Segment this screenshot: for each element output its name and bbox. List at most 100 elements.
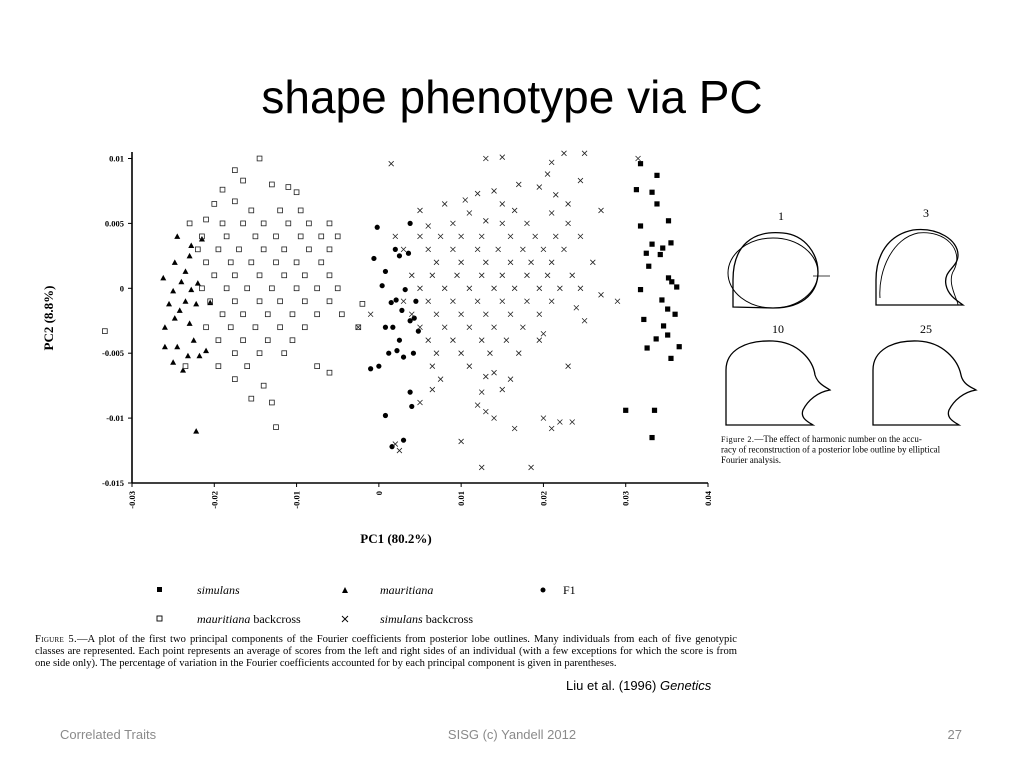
point-mauritiana-backcross: [252, 324, 259, 331]
point-simulans-backcross: [491, 324, 497, 331]
point-simulans-backcross: [491, 188, 497, 194]
point-mauritiana-backcross: [285, 184, 292, 190]
point-simulans-backcross: [511, 207, 518, 214]
point-mauritiana: [194, 280, 201, 286]
point-simulans-backcross: [458, 233, 464, 240]
point-mauritiana-backcross: [334, 285, 341, 292]
citation-authors: Liu et al. (1996): [566, 678, 657, 693]
point-mauritiana-backcross: [199, 233, 205, 240]
point-mauritiana-backcross: [232, 376, 238, 382]
y-tick-label: -0.005: [102, 348, 124, 358]
citation: Liu et al. (1996) Genetics: [566, 678, 711, 693]
point-simulans-backcross: [511, 285, 518, 292]
point-simulans: [672, 311, 678, 317]
point-simulans-backcross: [561, 150, 567, 157]
point-simulans-backcross: [417, 324, 423, 331]
point-f1: [382, 324, 389, 330]
point-f1: [382, 412, 389, 419]
point-f1: [392, 246, 398, 252]
point-f1: [379, 283, 385, 289]
point-simulans-backcross: [433, 311, 440, 318]
point-mauritiana-backcross: [318, 233, 325, 240]
point-mauritiana: [188, 242, 195, 248]
point-mauritiana-backcross: [339, 311, 345, 318]
point-simulans-backcross: [598, 292, 604, 298]
point-mauritiana: [170, 359, 177, 365]
point-simulans-backcross: [429, 363, 436, 369]
point-simulans: [668, 240, 674, 246]
point-f1: [396, 337, 403, 343]
point-simulans-backcross: [552, 233, 559, 240]
data-points: [102, 150, 682, 471]
point-mauritiana-backcross: [232, 198, 238, 205]
point-simulans-backcross: [462, 197, 469, 203]
point-simulans-backcross: [478, 272, 485, 279]
legend-marker-mauritiana: [342, 587, 348, 593]
point-f1: [374, 224, 380, 230]
point-simulans-backcross: [483, 311, 489, 318]
point-simulans-backcross: [450, 298, 456, 305]
point-simulans-backcross: [581, 150, 588, 157]
point-mauritiana-backcross: [219, 311, 226, 318]
point-simulans: [649, 189, 655, 195]
point-mauritiana: [161, 343, 168, 350]
point-f1: [382, 268, 389, 275]
point-simulans-backcross: [474, 190, 481, 197]
point-mauritiana-backcross: [199, 285, 205, 292]
y-tick-label: -0.01: [106, 413, 124, 423]
point-f1: [389, 444, 395, 450]
point-simulans-backcross: [565, 201, 571, 207]
point-mauritiana: [190, 337, 197, 343]
point-mauritiana-backcross: [219, 220, 226, 227]
point-f1: [411, 315, 417, 321]
x-tick-label: -0.01: [292, 491, 302, 509]
x-tick-label: 0.02: [538, 491, 548, 506]
point-simulans-backcross: [569, 272, 576, 279]
point-mauritiana-backcross: [207, 298, 213, 305]
point-mauritiana: [203, 347, 210, 354]
point-mauritiana: [171, 259, 178, 265]
point-simulans: [637, 161, 644, 167]
point-mauritiana-backcross: [326, 272, 333, 279]
point-mauritiana-backcross: [240, 311, 246, 318]
x-tick-label: -0.03: [127, 491, 137, 509]
point-simulans-backcross: [417, 207, 423, 214]
point-f1: [410, 350, 417, 356]
point-mauritiana-backcross: [281, 272, 288, 279]
point-simulans-backcross: [499, 298, 506, 305]
footer-left: Correlated Traits: [60, 727, 157, 742]
outline-harmonic-25: [872, 340, 978, 426]
point-f1: [390, 324, 396, 330]
point-mauritiana-backcross: [334, 233, 341, 240]
legend-label-simulans: simulans: [197, 583, 240, 597]
legend-marker-simulans-backcross: [341, 615, 349, 623]
point-simulans-backcross: [507, 311, 514, 318]
plot-frame: [131, 152, 708, 484]
point-mauritiana: [166, 300, 173, 307]
point-simulans-backcross: [478, 389, 485, 395]
fig5-caption: Figure 5.—A plot of the first two princi…: [35, 634, 737, 670]
point-mauritiana-backcross: [256, 350, 263, 356]
point-mauritiana-backcross: [326, 246, 333, 253]
point-f1: [400, 437, 407, 443]
point-simulans-backcross: [466, 324, 473, 331]
point-mauritiana-backcross: [277, 298, 283, 305]
point-mauritiana-backcross: [232, 167, 238, 173]
point-simulans-backcross: [499, 272, 506, 279]
point-mauritiana-backcross: [244, 363, 251, 369]
point-simulans-backcross: [548, 210, 555, 216]
point-mauritiana-backcross: [211, 272, 218, 279]
outline-harmonic-10: [725, 340, 832, 426]
x-tick-label: 0: [374, 491, 384, 495]
point-simulans-backcross: [388, 160, 394, 167]
point-mauritiana-backcross: [182, 363, 189, 369]
y-tick-label: 0.005: [105, 218, 124, 228]
point-simulans-backcross: [536, 337, 543, 343]
point-mauritiana: [182, 268, 189, 274]
point-mauritiana: [188, 286, 195, 293]
point-f1: [407, 220, 413, 226]
point-simulans-backcross: [561, 246, 567, 253]
point-simulans-backcross: [548, 159, 555, 166]
point-simulans-backcross: [569, 419, 576, 425]
point-f1: [400, 354, 407, 360]
